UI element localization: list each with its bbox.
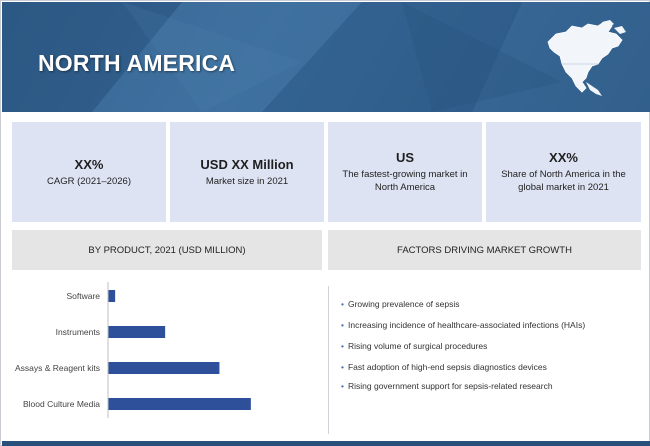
bullet-icon: • [341, 341, 344, 351]
stat-card-market-size: USD XX Million Market size in 2021 [170, 122, 324, 222]
chart-section-title: BY PRODUCT, 2021 (USD MILLION) [12, 230, 322, 270]
factor-text: Rising government support for sepsis-rel… [347, 381, 553, 391]
factor-text: Rising volume of surgical procedures [347, 341, 488, 351]
factor-item: • Growing prevalence of sepsis [341, 299, 460, 309]
category-label: Instruments [56, 327, 100, 337]
product-bar-chart-panel: Software Instruments Assays & Reagent kits… [12, 280, 322, 440]
factors-section-title: FACTORS DRIVING MARKET GROWTH [328, 230, 641, 270]
bullet-icon: • [341, 320, 344, 330]
product-bar-chart: Software Instruments Assays & Reagent kits… [15, 282, 251, 418]
factor-text: Increasing incidence of healthcare-assoc… [347, 320, 586, 330]
bar [108, 326, 166, 338]
bar [108, 290, 116, 302]
north-america-map-icon [547, 20, 626, 96]
stat-value: US [395, 150, 415, 165]
stat-card-fastest-growing: US The fastest-growing market in North A… [328, 122, 482, 222]
region-banner: NORTH AMERICA [2, 2, 650, 112]
category-label: Assays & Reagent kits [15, 363, 100, 373]
stat-value: XX% [549, 150, 578, 165]
stat-value: XX% [74, 156, 104, 172]
stat-value: USD XX Million [200, 156, 294, 172]
stat-label: The fastest-growing market in North Amer… [342, 169, 468, 193]
factor-text: Fast adoption of high-end sepsis diagnos… [347, 362, 547, 372]
category-label: Software [66, 291, 100, 301]
bar [108, 398, 251, 410]
factor-text: Growing prevalence of sepsis [347, 299, 460, 309]
bullet-icon: • [341, 299, 344, 309]
stat-label: Share of North America in the global mar… [501, 169, 626, 193]
region-title: NORTH AMERICA [38, 50, 236, 76]
stat-card-cagr: XX% CAGR (2021–2026) [12, 122, 166, 222]
panel-divider [328, 286, 329, 434]
factor-item: • Increasing incidence of healthcare-asso… [341, 320, 585, 330]
factor-item: • Rising volume of surgical procedures [341, 341, 487, 351]
bullet-icon: • [341, 362, 344, 372]
category-label: Blood Culture Media [23, 399, 100, 409]
stat-label: CAGR (2021–2026) [47, 175, 131, 187]
factor-item: • Fast adoption of high-end sepsis diagno… [341, 362, 547, 372]
bottom-accent-bar [2, 441, 650, 446]
stat-card-market-share: XX% Share of North America in the global… [486, 122, 641, 222]
bar [108, 362, 220, 374]
key-stats-row: XX% CAGR (2021–2026) USD XX Million Mark… [12, 122, 641, 222]
stat-label: Market size in 2021 [205, 175, 289, 187]
factor-item: • Rising government support for sepsis-re… [341, 381, 553, 391]
growth-factors-panel: • Growing prevalence of sepsis • Increasin… [328, 280, 641, 440]
bullet-icon: • [341, 381, 344, 391]
